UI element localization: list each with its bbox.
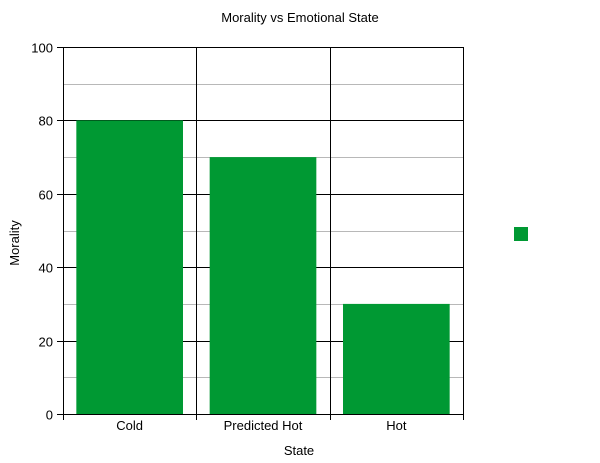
y-tick-label: 80 [39,114,53,129]
y-tick-label: 0 [46,408,53,423]
bars [76,120,450,415]
x-ticks: Cold Predicted Hot Hot [63,414,464,433]
y-tick-label: 60 [39,188,53,203]
axes [63,47,463,415]
y-tick-label: 40 [39,261,53,276]
y-tick-label: 100 [31,41,53,56]
legend-marker [514,227,528,241]
legend [514,227,528,241]
y-axis-label: Morality [7,220,22,266]
y-ticks: 0 20 40 60 80 100 [31,41,63,423]
chart-title: Morality vs Emotional State [221,10,379,25]
x-tick-label: Cold [116,418,143,433]
x-tick-label: Predicted Hot [224,418,303,433]
bar [209,157,317,414]
bar [343,303,450,414]
y-tick-label: 20 [39,335,53,350]
bar [76,120,183,415]
x-tick-label: Hot [386,418,407,433]
x-axis-label: State [284,443,314,458]
